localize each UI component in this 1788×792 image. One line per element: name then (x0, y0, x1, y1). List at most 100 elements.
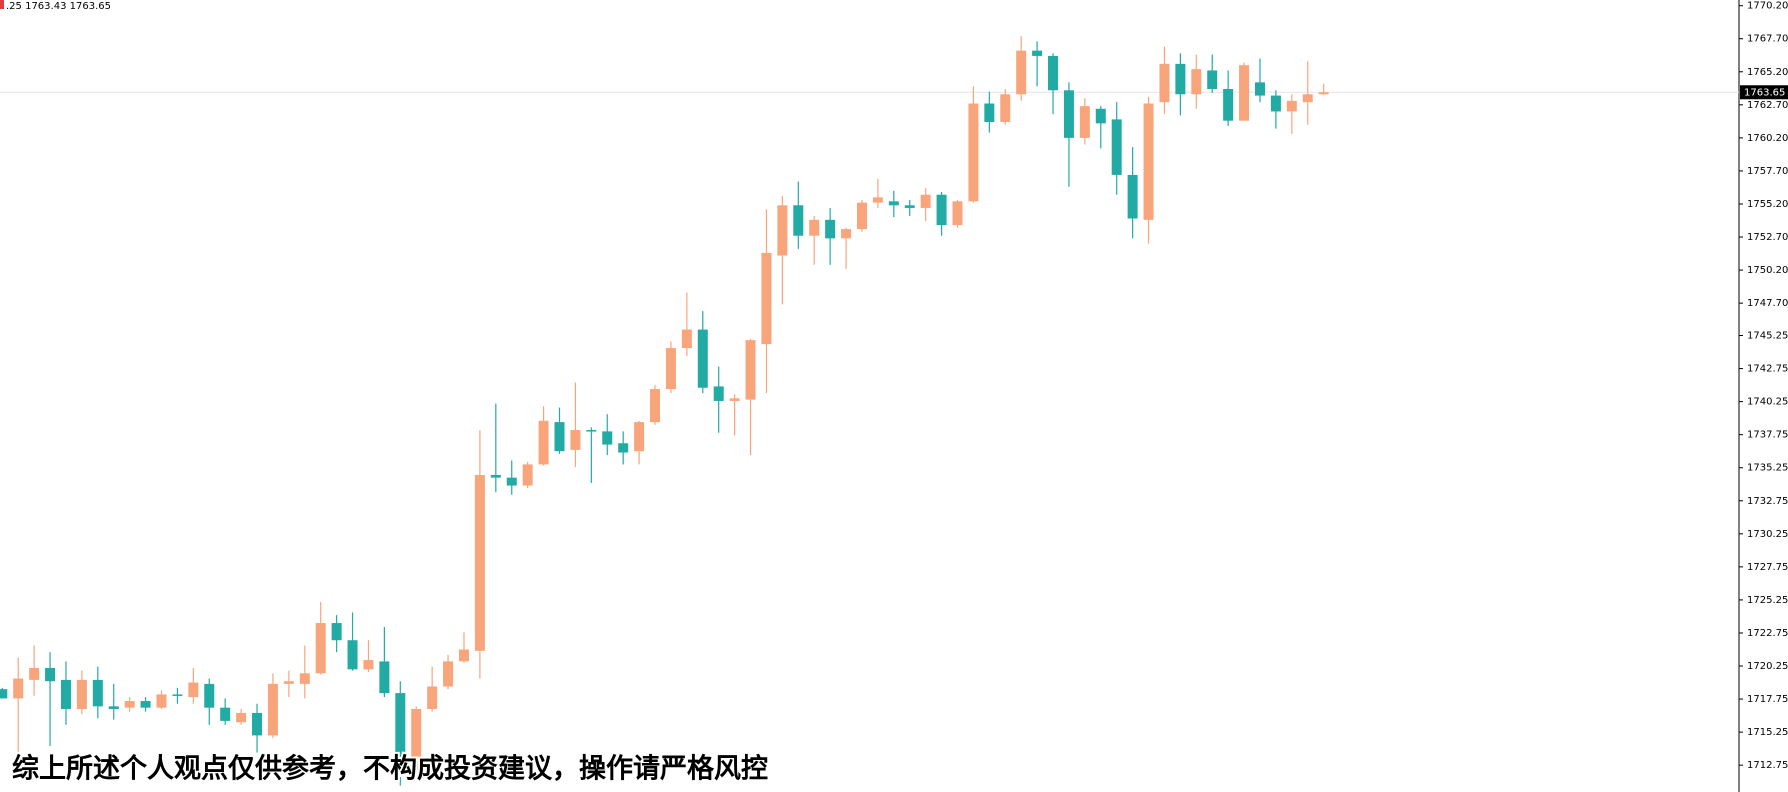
candle-body (490, 474, 501, 478)
candle-body (697, 329, 708, 388)
candle-body (1223, 88, 1234, 121)
candle-body (968, 103, 979, 202)
candle-body (347, 640, 358, 670)
candle-body (1143, 103, 1154, 220)
candle-body (29, 667, 40, 680)
candle-body (634, 422, 645, 452)
candle-body (124, 701, 135, 708)
y-tick-label: 1737.75 (1747, 430, 1788, 441)
y-tick-label: 1732.75 (1747, 496, 1788, 507)
candle-body (92, 679, 103, 707)
y-tick-label: 1765.20 (1747, 67, 1788, 78)
candle-body (443, 661, 454, 687)
candle-body (283, 681, 294, 684)
y-tick-label: 1725.25 (1747, 595, 1788, 606)
y-tick-label: 1742.75 (1747, 364, 1788, 375)
last-price-tag (1740, 85, 1788, 100)
candle-body (506, 477, 517, 486)
candle-body (920, 194, 931, 208)
candle-body (1063, 90, 1074, 138)
y-tick-label: 1715.25 (1747, 727, 1788, 738)
candle-body (522, 464, 533, 486)
candle-body (108, 706, 119, 709)
candle-body (45, 667, 56, 682)
candle-body (427, 686, 438, 709)
candle-body (856, 202, 867, 230)
candle-body (538, 420, 549, 465)
candle-body (984, 103, 995, 123)
candle-body (904, 205, 915, 208)
y-tick-label: 1722.75 (1747, 628, 1788, 639)
candle-body (665, 348, 676, 390)
candle-body (681, 329, 692, 349)
candle-body (888, 201, 899, 206)
candle-body (1079, 106, 1090, 138)
candle-body (1239, 65, 1250, 121)
candle-body (1032, 50, 1043, 56)
candle-body (1175, 63, 1186, 95)
candle-body (586, 430, 597, 432)
candle-body (236, 712, 247, 723)
candle-body (1000, 94, 1011, 123)
y-tick-label: 1712.75 (1747, 760, 1788, 771)
candle-body (713, 386, 724, 401)
candle-body (1207, 70, 1218, 89)
candle-body (13, 678, 24, 699)
y-tick-label: 1752.70 (1747, 232, 1788, 243)
candle-body (188, 682, 199, 698)
candle-body (602, 431, 613, 445)
y-tick-label: 1735.25 (1747, 463, 1788, 474)
candle-body (1159, 63, 1170, 103)
y-tick-label: 1747.70 (1747, 298, 1788, 309)
y-axis: 1770.20 1767.70 1765.20 1762.70 1760.20 1757.… (1739, 1, 1788, 771)
last-price-label: 1763.65 (1744, 87, 1785, 98)
candle-body (793, 205, 804, 236)
y-tick-label: 1755.20 (1747, 199, 1788, 210)
y-tick-label: 1757.70 (1747, 166, 1788, 177)
candle-body (331, 623, 342, 641)
candle-body (474, 474, 485, 651)
candle-body (1302, 94, 1313, 103)
y-tick-label: 1767.70 (1747, 34, 1788, 45)
candle-body (315, 623, 326, 674)
candle-body (1095, 108, 1106, 124)
y-tick-label: 1730.25 (1747, 529, 1788, 540)
candle-body (936, 194, 947, 226)
info-text: .25 1763.43 1763.65 (6, 1, 111, 12)
indicator-icon (0, 0, 4, 9)
candle-body (156, 694, 167, 708)
candle-body (1016, 50, 1027, 95)
candle-body (220, 707, 231, 721)
y-tick-label: 1760.20 (1747, 133, 1788, 144)
candle-body (76, 679, 87, 709)
y-tick-label: 1770.20 (1747, 1, 1788, 12)
y-tick-label: 1762.70 (1747, 100, 1788, 111)
y-tick-label: 1720.25 (1747, 661, 1788, 672)
plot (0, 36, 1739, 786)
y-tick-label: 1745.25 (1747, 331, 1788, 342)
candle-body (0, 689, 8, 699)
candle-body (252, 712, 263, 736)
candle-body (729, 398, 740, 401)
candle-body (952, 201, 963, 226)
candle-body (458, 649, 469, 662)
candle-body (140, 701, 151, 708)
candle-body (411, 708, 422, 770)
candle-body (1286, 100, 1297, 112)
candle-body (379, 661, 390, 694)
candle-body (1191, 69, 1202, 95)
candle-body (761, 252, 772, 345)
candle-body (570, 430, 581, 450)
y-tick-label: 1717.75 (1747, 694, 1788, 705)
candle-body (872, 197, 883, 203)
candle-body (395, 693, 406, 770)
candle-body (1048, 55, 1059, 91)
candle-body (745, 340, 756, 400)
candle-body (60, 679, 71, 709)
candle-body (650, 389, 661, 423)
candle-body (267, 683, 278, 736)
y-tick-label: 1727.75 (1747, 562, 1788, 573)
candle-body (299, 673, 310, 684)
